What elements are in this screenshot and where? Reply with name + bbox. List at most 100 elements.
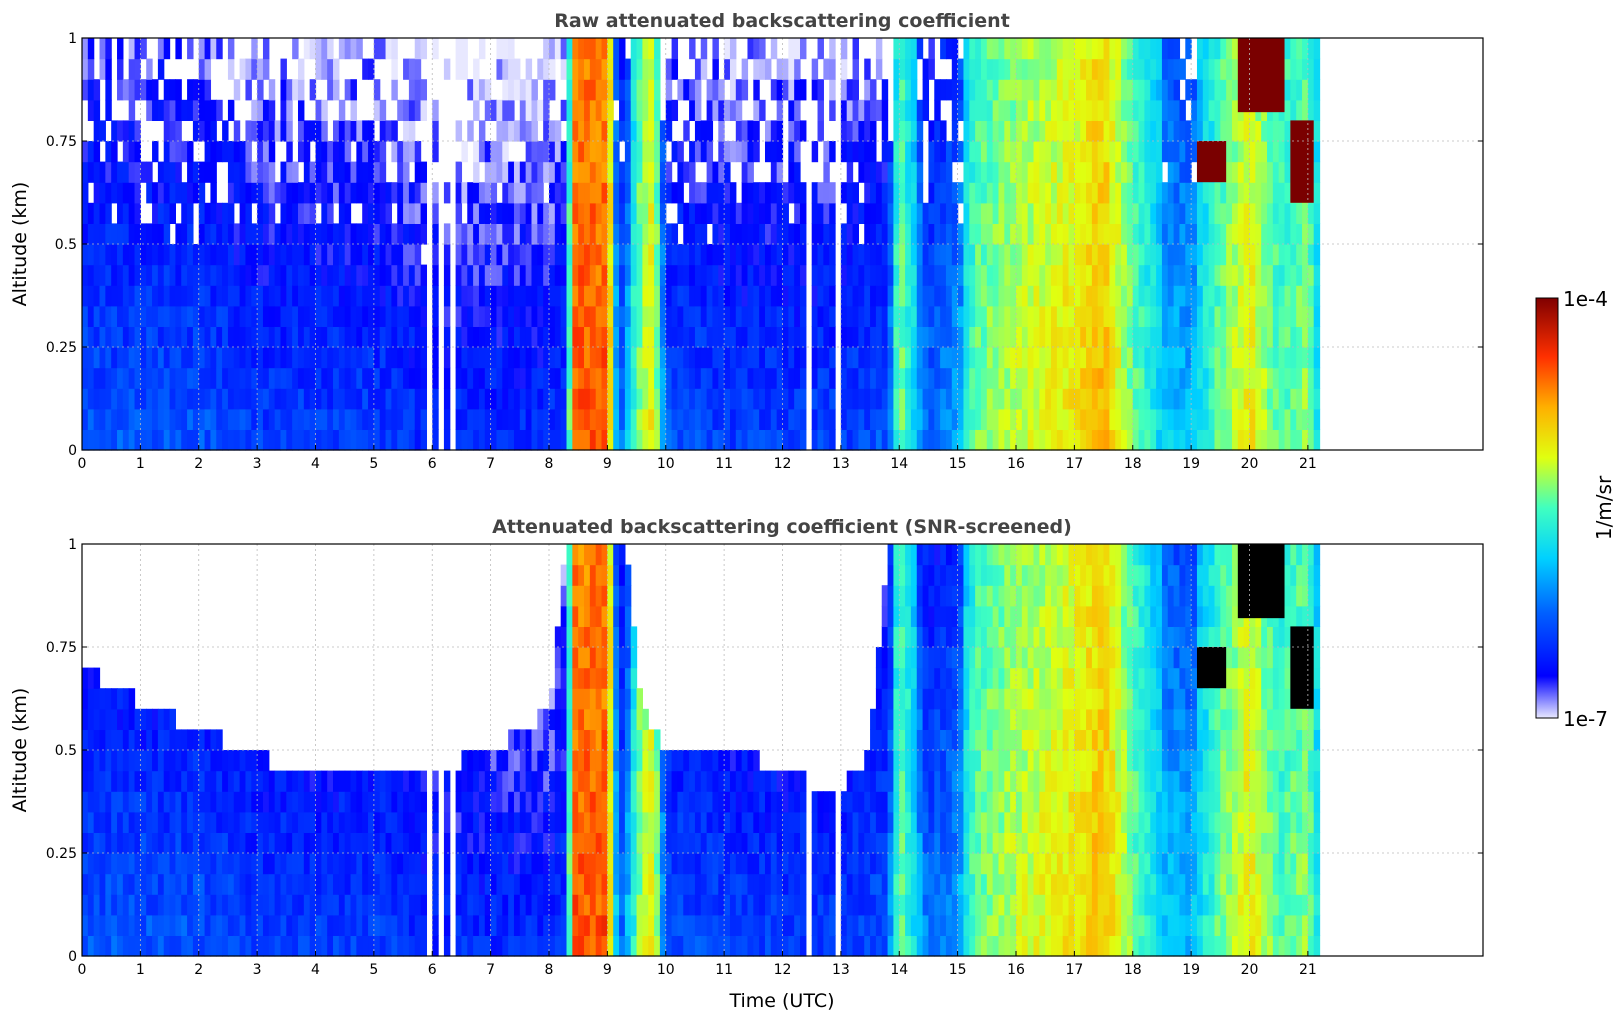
heat-cell [1027,264,1035,286]
heat-cell [1091,367,1099,389]
heat-cell [607,626,614,648]
heat-cell [315,161,322,183]
heat-cell [455,408,463,430]
heat-cell [117,161,124,183]
heat-cell [718,285,725,307]
heat-cell [531,367,538,389]
heat-cell [502,79,509,101]
heat-cell [1097,161,1105,183]
heat-cell [251,120,258,142]
heat-cell [578,38,585,60]
heat-cell [630,708,638,730]
heat-cell [1103,38,1110,60]
heat-cell [478,811,486,833]
heat-cell [222,894,229,916]
heat-cell [1267,223,1274,245]
heat-cell [1144,202,1151,224]
heat-cell [140,914,147,936]
heat-cell [1021,264,1029,286]
heat-cell [1138,408,1146,430]
heat-cell [239,873,247,895]
heat-cell [817,326,824,348]
heat-cell [286,429,293,451]
heat-cell [595,688,603,710]
heat-cell [881,388,889,410]
heat-cell [1255,408,1262,430]
heat-cell [560,182,568,204]
heat-cell [549,182,556,204]
heat-cell [1062,120,1070,142]
heat-cell [648,750,655,772]
heat-cell [146,811,153,833]
heat-cell [694,408,702,430]
heat-cell [257,305,264,327]
heat-cell [1091,264,1099,286]
heat-cell [537,914,544,936]
heat-cell [1272,223,1280,245]
heat-cell [163,285,171,307]
heat-cell [467,894,474,916]
heat-cell [432,388,439,410]
heat-cell [630,161,638,183]
heat-cell [1150,141,1157,163]
heat-cell [694,182,702,204]
heat-cell [1150,347,1157,369]
heat-cell [181,99,188,121]
heat-cell [105,141,112,163]
heat-cell [741,202,749,224]
heat-cell [268,141,276,163]
heat-cell [922,429,930,451]
heat-cell [747,285,754,307]
heat-cell [356,832,363,854]
heat-cell [969,264,976,286]
heat-cell [379,914,387,936]
heat-cell [280,388,287,410]
heat-cell [87,367,95,389]
heat-cell [584,605,591,627]
x-tick-label: 13 [832,456,850,472]
heat-cell [794,182,801,204]
heat-cell [403,326,410,348]
heat-cell [595,408,603,430]
heat-cell [654,141,661,163]
heat-cell [607,305,614,327]
heat-cell [105,408,112,430]
heat-cell [624,914,632,936]
heat-cell [543,935,550,957]
heat-cell [1249,120,1256,142]
heat-cell [1208,305,1216,327]
heat-cell [1051,367,1058,389]
heat-cell [251,853,258,875]
heat-cell [198,58,206,80]
heat-cell [1138,305,1146,327]
heat-cell [589,408,597,430]
heat-cell [315,791,322,813]
heat-cell [233,264,241,286]
heat-cell [490,305,498,327]
heat-cell [589,99,597,121]
heat-cell [905,244,912,266]
heat-cell [484,853,492,875]
heat-cell [1051,182,1058,204]
heat-cell [303,791,311,813]
heat-cell [93,914,101,936]
heat-cell [1103,161,1110,183]
heat-cell [414,770,422,792]
heat-cell [321,202,328,224]
heat-cell [554,914,562,936]
heat-cell [362,244,369,266]
heat-cell [368,305,375,327]
heat-cell [823,161,830,183]
heat-cell [578,79,585,101]
heat-cell [1056,285,1064,307]
heat-cell [508,38,515,60]
heat-cell [350,367,357,389]
heat-cell [654,388,661,410]
heat-cell [560,914,568,936]
heat-cell [362,120,369,142]
heat-cell [303,388,311,410]
heat-cell [146,429,153,451]
heat-cell [584,285,591,307]
heat-cell [753,429,760,451]
heat-cell [408,853,416,875]
